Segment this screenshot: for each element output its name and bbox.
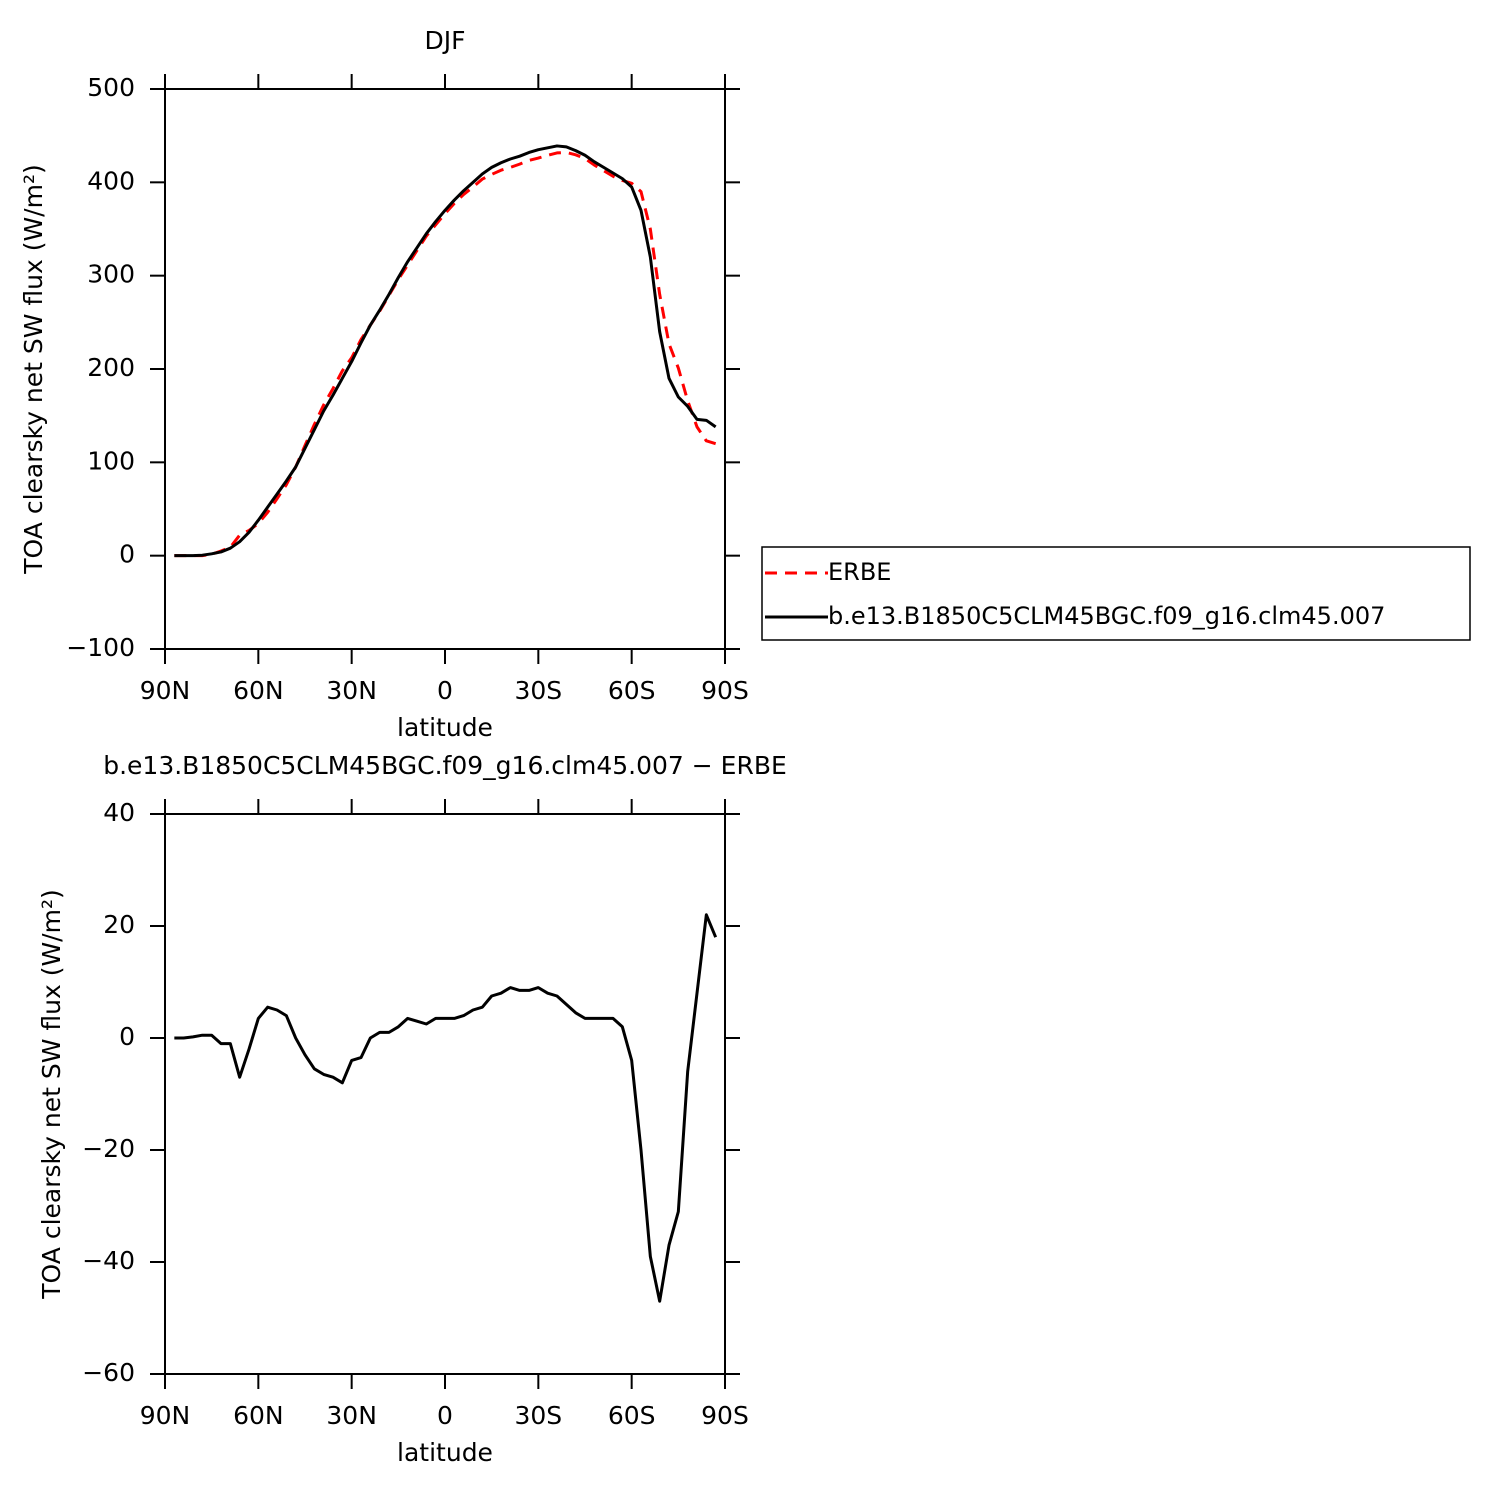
x-tick-label: 60S (608, 1401, 656, 1430)
plot-frame (164, 88, 726, 650)
y-tick-label: −40 (82, 1246, 135, 1275)
y-tick-label: −100 (66, 633, 135, 662)
chart-title: b.e13.B1850C5CLM45BGC.f09_g16.clm45.007 … (103, 751, 787, 780)
legend-label: ERBE (828, 558, 891, 586)
x-tick-label: 90N (140, 1401, 191, 1430)
y-tick-label: 400 (87, 166, 135, 195)
x-tick-label: 30S (514, 1401, 562, 1430)
y-tick-label: 300 (87, 260, 135, 289)
y-tick-label: −60 (82, 1358, 135, 1387)
y-axis-label: TOA clearsky net SW flux (W/m²) (37, 889, 66, 1299)
x-tick-label: 30N (326, 1401, 377, 1430)
y-tick-label: 100 (87, 446, 135, 475)
x-axis-label: latitude (397, 1438, 493, 1467)
legend-label: b.e13.B1850C5CLM45BGC.f09_g16.clm45.007 (828, 602, 1385, 630)
data-line (174, 150, 717, 558)
x-tick-label: 90S (701, 676, 749, 705)
x-tick-label: 30S (514, 676, 562, 705)
plot-frame (164, 813, 726, 1375)
data-line (174, 913, 718, 1303)
x-tick-label: 30N (326, 676, 377, 705)
y-tick-label: 500 (87, 73, 135, 102)
chart-title: DJF (424, 26, 465, 55)
y-tick-label: 0 (119, 540, 135, 569)
x-axis-label: latitude (397, 713, 493, 742)
x-tick-label: 0 (437, 676, 453, 705)
x-tick-label: 90S (701, 1401, 749, 1430)
x-tick-label: 0 (437, 1401, 453, 1430)
y-axis-label: TOA clearsky net SW flux (W/m²) (19, 164, 48, 574)
y-tick-label: 40 (103, 798, 135, 827)
x-tick-label: 60S (608, 676, 656, 705)
y-tick-label: 200 (87, 353, 135, 382)
x-tick-label: 90N (140, 676, 191, 705)
y-tick-label: 0 (119, 1022, 135, 1051)
data-line (174, 144, 717, 558)
x-tick-label: 60N (233, 1401, 284, 1430)
legend-box (761, 546, 1471, 641)
x-tick-label: 60N (233, 676, 284, 705)
y-tick-label: 20 (103, 910, 135, 939)
y-tick-label: −20 (82, 1134, 135, 1163)
